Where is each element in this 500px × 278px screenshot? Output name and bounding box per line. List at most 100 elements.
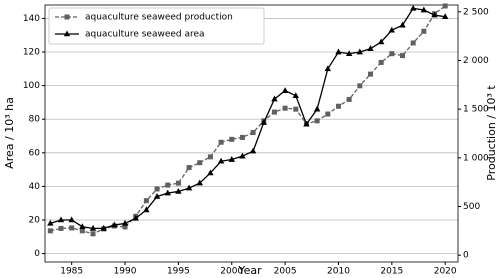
marker [250, 130, 256, 136]
marker [197, 160, 203, 166]
marker [281, 87, 289, 93]
marker [79, 228, 85, 234]
y-tick-label: 80 [29, 115, 41, 125]
marker [335, 48, 342, 55]
y-tick-label: 60 [29, 148, 41, 158]
marker [441, 13, 449, 20]
marker [196, 179, 203, 186]
marker [228, 156, 235, 162]
marker [388, 26, 396, 33]
marker [421, 28, 427, 34]
marker [325, 111, 331, 117]
marker [378, 59, 384, 65]
marker [367, 45, 374, 51]
marker [153, 192, 161, 199]
marker [111, 221, 118, 228]
marker [400, 53, 406, 59]
marker [207, 154, 213, 160]
marker [409, 4, 417, 11]
marker [377, 38, 385, 45]
marker [239, 152, 246, 159]
x-tick-label: 2010 [327, 267, 350, 277]
marker [68, 216, 75, 223]
marker [357, 83, 363, 89]
x-tick-label: 1995 [167, 267, 190, 277]
marker [420, 6, 428, 13]
marker [122, 224, 128, 230]
y2-axis-label: Production / 10³ t [485, 85, 498, 181]
marker [175, 187, 182, 194]
marker [100, 224, 107, 231]
x-tick-label: 2020 [434, 267, 457, 277]
marker [132, 214, 139, 221]
y-tick-label: 140 [23, 14, 40, 24]
marker [335, 103, 341, 109]
legend-label: aquaculture seaweed production [85, 13, 233, 23]
legend-marker [63, 30, 71, 37]
marker [47, 219, 54, 226]
legend-marker [64, 14, 70, 20]
y2-tick-label: 1 500 [463, 105, 489, 115]
legend-label: aquaculture seaweed area [85, 30, 205, 40]
y2-tick-label: 0 [463, 251, 469, 261]
x-tick-label: 1990 [114, 267, 137, 277]
marker [442, 3, 448, 9]
y2-tick-label: 2 000 [463, 56, 489, 66]
x-tick-label: 2005 [274, 267, 297, 277]
y2-tick-label: 2 500 [463, 7, 489, 17]
marker [410, 40, 416, 46]
legend-box [48, 7, 265, 45]
x-tick-label: 2000 [220, 267, 243, 277]
marker [57, 216, 65, 223]
marker [90, 231, 96, 237]
plot-frame [44, 4, 459, 263]
y-tick-label: 0 [34, 249, 40, 259]
marker [399, 21, 406, 28]
marker [303, 120, 310, 127]
marker [356, 48, 364, 55]
marker [260, 119, 267, 125]
marker [346, 96, 352, 102]
marker [47, 228, 53, 234]
y2-tick-label: 500 [463, 202, 480, 212]
x-tick-label: 1985 [60, 267, 83, 277]
marker [89, 224, 97, 231]
y-tick-label: 40 [29, 182, 41, 192]
marker [207, 169, 214, 176]
marker [143, 198, 149, 204]
marker [249, 147, 257, 154]
marker [292, 92, 299, 99]
marker [324, 65, 332, 72]
marker [293, 106, 299, 112]
marker [175, 180, 181, 186]
marker [229, 136, 235, 142]
marker [154, 186, 160, 192]
y-tick-label: 20 [29, 216, 41, 226]
y-axis-label: Area / 10³ ha [3, 97, 16, 169]
y-tick-label: 120 [23, 48, 40, 58]
marker [218, 139, 224, 145]
marker [313, 105, 321, 112]
marker [58, 225, 64, 231]
x-tick-label: 2015 [380, 267, 403, 277]
marker [271, 95, 278, 102]
marker [69, 225, 75, 231]
marker [121, 219, 129, 226]
marker [314, 118, 320, 124]
marker [164, 189, 171, 196]
y-tick-label: 100 [23, 81, 40, 91]
x-axis-label: Year [237, 264, 262, 277]
marker [389, 51, 395, 57]
marker [143, 206, 150, 213]
marker [345, 50, 353, 57]
marker [239, 134, 245, 140]
marker [165, 182, 171, 188]
marker [282, 105, 288, 111]
marker [186, 165, 192, 171]
marker [185, 184, 193, 191]
marker [431, 11, 438, 18]
marker [367, 71, 373, 77]
marker [271, 109, 277, 115]
marker [79, 223, 86, 230]
